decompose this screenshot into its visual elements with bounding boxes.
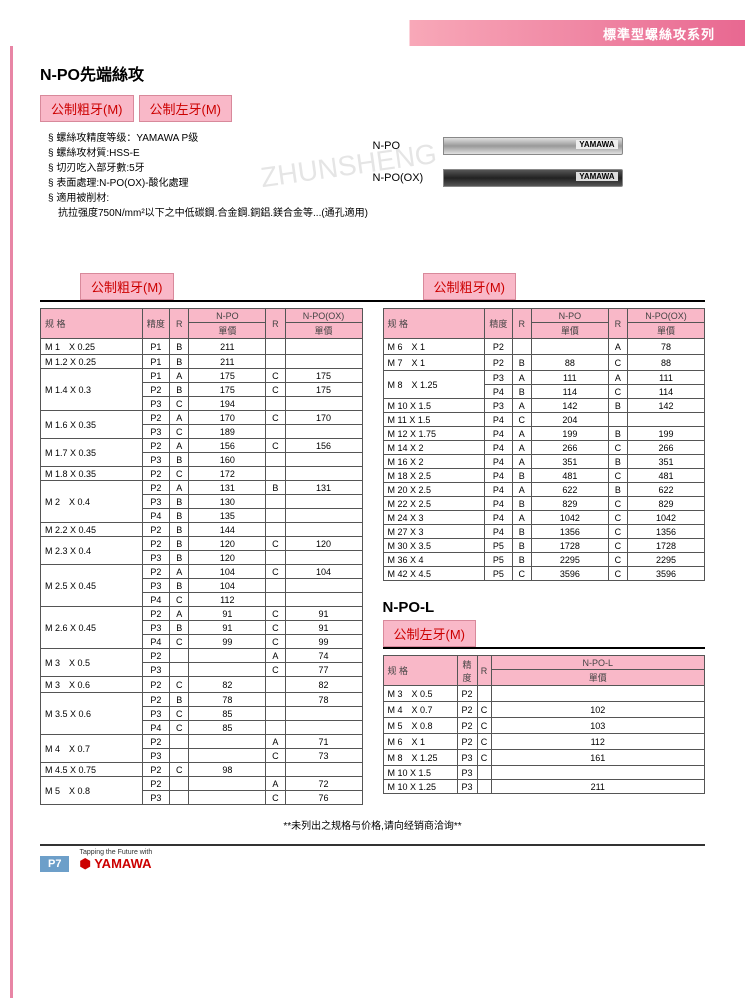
table-row: M 6 X 1P2A78 bbox=[383, 339, 705, 355]
table-row: M 5 X 0.8P2C103 bbox=[383, 718, 705, 734]
tap-images: N-PO YAMAWA N-PO(OX) YAMAWA bbox=[373, 127, 706, 225]
header-band-text: 標準型螺絲攻系列 bbox=[603, 24, 715, 43]
intro: § 螺絲攻精度等级：YAMAWA P级§ 螺絲攻材質:HSS-E§ 切刃吃入部牙… bbox=[40, 127, 705, 225]
tap-row: N-PO(OX) YAMAWA bbox=[373, 169, 706, 187]
specs-list: § 螺絲攻精度等级：YAMAWA P级§ 螺絲攻材質:HSS-E§ 切刃吃入部牙… bbox=[40, 127, 373, 225]
table-row: M 3 X 0.5P2A74 bbox=[41, 649, 363, 663]
table-row: M 1.8 X 0.35P2C172 bbox=[41, 467, 363, 481]
table-row: M 4 X 0.7P2C102 bbox=[383, 702, 705, 718]
header-band: 標準型螺絲攻系列 bbox=[0, 20, 745, 46]
tap-brand: YAMAWA bbox=[576, 172, 617, 181]
table-row: M 3.5 X 0.6P2B7878 bbox=[41, 693, 363, 707]
page-footer: P7 Tapping the Future with ⬢ YAMAWA bbox=[40, 844, 705, 872]
table-row: M 8 X 1.25P3C161 bbox=[383, 750, 705, 766]
spec-line: 抗拉强度750N/mm²以下之中低碳鋼.合金鋼.銅鋁.鎂合金等...(通孔適用) bbox=[40, 206, 373, 221]
right-table: 规 格精度RN-PORN-PO(OX)單價單價M 6 X 1P2A78M 7 X… bbox=[383, 308, 706, 581]
table-row: M 2.3 X 0.4P2B120C120 bbox=[41, 537, 363, 551]
npol-sub: 公制左牙(M) bbox=[383, 620, 477, 647]
table-row: M 30 X 3.5P5B1728C1728 bbox=[383, 539, 705, 553]
tap-brand: YAMAWA bbox=[576, 140, 617, 149]
npol-title: N-PO-L bbox=[383, 599, 706, 616]
table-row: M 1.6 X 0.35P2A170C170 bbox=[41, 411, 363, 425]
table-row: M 3 X 0.5P2 bbox=[383, 686, 705, 702]
spec-line: § 表面處理:N-PO(OX)-酸化處理 bbox=[40, 176, 373, 191]
type-box: 公制粗牙(M) bbox=[40, 95, 134, 122]
table-row: M 10 X 1.5P3 bbox=[383, 766, 705, 780]
table-row: M 27 X 3P4B1356C1356 bbox=[383, 525, 705, 539]
table-row: M 5 X 0.8P2A72 bbox=[41, 777, 363, 791]
table-row: M 18 X 2.5P4B481C481 bbox=[383, 469, 705, 483]
page: ZHUNSHENG 標準型螺絲攻系列 N-PO先端絲攻 公制粗牙(M)公制左牙(… bbox=[0, 20, 745, 872]
section-head-right: 公制粗牙(M) bbox=[423, 273, 517, 300]
table-row: M 3 X 0.6P2C8282 bbox=[41, 677, 363, 693]
spec-line: § 螺絲攻精度等级：YAMAWA P级 bbox=[40, 131, 373, 146]
page-num: P7 bbox=[40, 856, 69, 872]
type-box: 公制左牙(M) bbox=[139, 95, 233, 122]
type-row: 公制粗牙(M)公制左牙(M) bbox=[40, 95, 745, 122]
section-rule bbox=[40, 300, 705, 302]
table-row: M 11 X 1.5P4C204 bbox=[383, 413, 705, 427]
table-row: M 2 X 0.4P2A131B131 bbox=[41, 481, 363, 495]
left-col: 规 格精度RN-PORN-PO(OX)單價單價M 1 X 0.25P1B211M… bbox=[40, 308, 363, 805]
tap-body: YAMAWA bbox=[443, 137, 623, 155]
page-title: N-PO先端絲攻 bbox=[40, 61, 745, 85]
npol-table: 规 格精度RN-PO-L單價M 3 X 0.5P2M 4 X 0.7P2C102… bbox=[383, 655, 706, 794]
table-row: M 10 X 1.5P3A142B142 bbox=[383, 399, 705, 413]
spec-line: § 適用被削材: bbox=[40, 191, 373, 206]
table-row: M 2.2 X 0.45P2B144 bbox=[41, 523, 363, 537]
left-table: 规 格精度RN-PORN-PO(OX)單價單價M 1 X 0.25P1B211M… bbox=[40, 308, 363, 805]
tap-label: N-PO(OX) bbox=[373, 172, 443, 184]
tap-row: N-PO YAMAWA bbox=[373, 137, 706, 155]
table-row: M 1.7 X 0.35P2A156C156 bbox=[41, 439, 363, 453]
table-row: M 7 X 1P2B88C88 bbox=[383, 355, 705, 371]
table-row: M 1.4 X 0.3P1A175C175 bbox=[41, 369, 363, 383]
table-row: M 22 X 2.5P4B829C829 bbox=[383, 497, 705, 511]
table-row: M 20 X 2.5P4A622B622 bbox=[383, 483, 705, 497]
logo-block: Tapping the Future with ⬢ YAMAWA bbox=[79, 849, 152, 872]
table-row: M 8 X 1.25P3A111A111 bbox=[383, 371, 705, 385]
tables: 规 格精度RN-PORN-PO(OX)單價單價M 1 X 0.25P1B211M… bbox=[40, 308, 705, 805]
section-head-row: 公制粗牙(M) 公制粗牙(M) bbox=[40, 249, 705, 300]
table-row: M 1 X 0.25P1B211 bbox=[41, 339, 363, 355]
table-row: M 1.2 X 0.25P1B211 bbox=[41, 355, 363, 369]
npol-rule bbox=[383, 647, 706, 649]
tap-label: N-PO bbox=[373, 140, 443, 152]
table-row: M 2.5 X 0.45P2A104C104 bbox=[41, 565, 363, 579]
table-row: M 14 X 2P4A266C266 bbox=[383, 441, 705, 455]
spec-line: § 螺絲攻材質:HSS-E bbox=[40, 146, 373, 161]
spec-line: § 切刃吃入部牙數:5牙 bbox=[40, 161, 373, 176]
table-row: M 24 X 3P4A1042C1042 bbox=[383, 511, 705, 525]
right-col: 规 格精度RN-PORN-PO(OX)單價單價M 6 X 1P2A78M 7 X… bbox=[383, 308, 706, 805]
table-row: M 36 X 4P5B2295C2295 bbox=[383, 553, 705, 567]
table-row: M 42 X 4.5P5C3596C3596 bbox=[383, 567, 705, 581]
table-row: M 6 X 1P2C112 bbox=[383, 734, 705, 750]
table-row: M 16 X 2P4A351B351 bbox=[383, 455, 705, 469]
logo-tagline: Tapping the Future with bbox=[79, 849, 152, 856]
footer-note: **未列出之规格与价格,请向经销商洽询** bbox=[0, 817, 745, 832]
left-accent bbox=[10, 38, 13, 998]
section-head-left: 公制粗牙(M) bbox=[80, 273, 174, 300]
table-row: M 12 X 1.75P4A199B199 bbox=[383, 427, 705, 441]
table-row: M 4 X 0.7P2A71 bbox=[41, 735, 363, 749]
table-row: M 4.5 X 0.75P2C98 bbox=[41, 763, 363, 777]
tap-body: YAMAWA bbox=[443, 169, 623, 187]
logo: ⬢ YAMAWA bbox=[79, 856, 151, 871]
table-row: M 10 X 1.25P3211 bbox=[383, 780, 705, 794]
table-row: M 2.6 X 0.45P2A91C91 bbox=[41, 607, 363, 621]
